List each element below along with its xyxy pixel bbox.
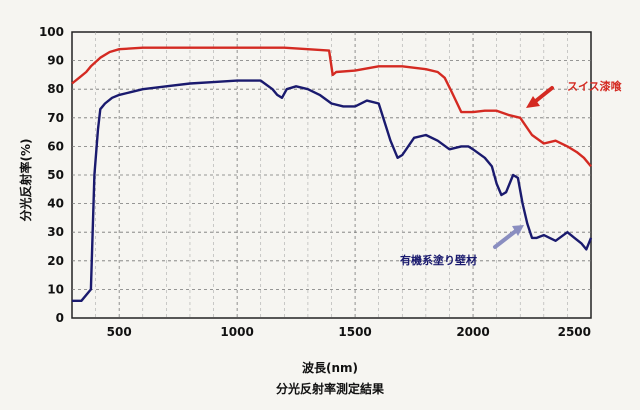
series-line-swiss-plaster bbox=[71, 46, 592, 168]
annotation-swiss-plaster: スイス漆喰 bbox=[526, 79, 623, 108]
annotation-label-red: スイス漆喰 bbox=[567, 79, 623, 93]
y-tick-label: 80 bbox=[47, 82, 64, 96]
annotation-organic-wall: 有機系塗り壁材 bbox=[400, 225, 524, 267]
y-tick-label: 0 bbox=[56, 311, 64, 325]
series-lines bbox=[71, 46, 593, 302]
x-tick-label: 1500 bbox=[338, 325, 371, 339]
arrowhead-blue-icon bbox=[512, 225, 524, 236]
chart-title: 分光反射率測定結果 bbox=[276, 381, 384, 396]
y-tick-label: 70 bbox=[47, 111, 64, 125]
arrowhead-red-icon bbox=[526, 96, 540, 108]
y-tick-label: 20 bbox=[47, 254, 64, 268]
y-tick-label: 50 bbox=[47, 168, 64, 182]
x-tick-label: 500 bbox=[107, 325, 132, 339]
arrow-blue-icon bbox=[493, 228, 519, 249]
x-tick-label: 2000 bbox=[456, 325, 489, 339]
annotation-label-blue: 有機系塗り壁材 bbox=[400, 253, 477, 267]
x-tick-label: 2500 bbox=[558, 325, 591, 339]
y-axis-ticks: 0 10 20 30 40 50 60 70 80 90 100 bbox=[39, 25, 64, 325]
x-tick-label: 1000 bbox=[220, 325, 253, 339]
y-tick-label: 30 bbox=[47, 225, 64, 239]
series-line-organic-wall bbox=[72, 79, 593, 302]
x-axis-label: 波長(nm) bbox=[302, 360, 358, 375]
y-tick-label: 90 bbox=[47, 54, 64, 68]
y-axis-label: 分光反射率(%) bbox=[18, 139, 33, 222]
y-tick-label: 40 bbox=[47, 197, 64, 211]
y-tick-label: 10 bbox=[47, 282, 64, 296]
y-tick-label: 100 bbox=[39, 25, 64, 39]
y-tick-label: 60 bbox=[47, 139, 64, 153]
x-axis-ticks: 500 1000 1500 2000 2500 bbox=[107, 325, 591, 339]
